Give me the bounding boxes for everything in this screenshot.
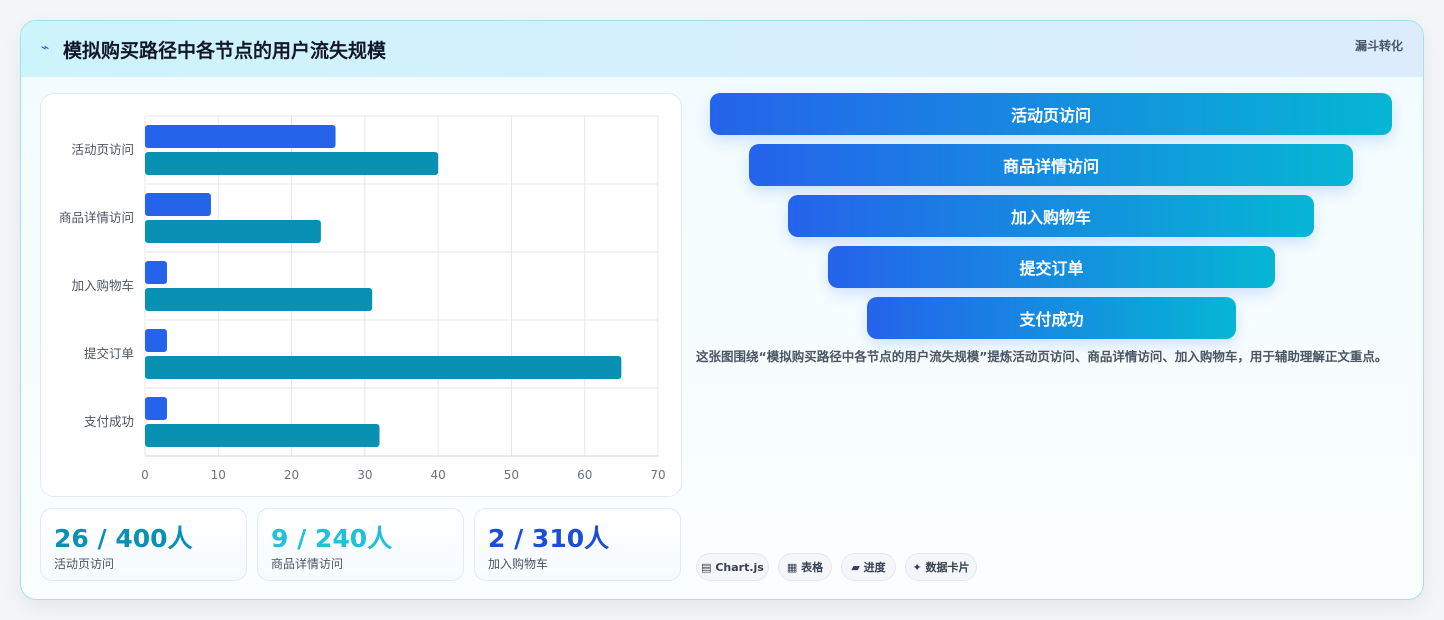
kpi-label: 加入购物车 bbox=[488, 557, 549, 571]
bar bbox=[145, 193, 211, 216]
chip-progress[interactable]: ▰ 进度 bbox=[841, 553, 896, 581]
kpi-value: 26 / 400人 bbox=[54, 524, 193, 553]
y-tick-label: 活动页访问 bbox=[71, 142, 134, 157]
funnel-stage: 提交订单 bbox=[828, 246, 1275, 288]
x-tick-label: 50 bbox=[504, 468, 519, 482]
y-tick-label: 提交订单 bbox=[84, 346, 134, 361]
bar bbox=[145, 424, 380, 447]
kpi-value: 9 / 240人 bbox=[271, 524, 393, 553]
bar bbox=[145, 288, 373, 311]
funnel-stage: 加入购物车 bbox=[788, 195, 1314, 237]
chip-data-card[interactable]: ✦ 数据卡片 bbox=[905, 553, 977, 581]
x-tick-label: 10 bbox=[211, 468, 226, 482]
x-tick-label: 40 bbox=[431, 468, 446, 482]
y-tick-label: 商品详情访问 bbox=[59, 210, 134, 225]
funnel-stage: 商品详情访问 bbox=[749, 144, 1353, 186]
funnel-stage: 活动页访问 bbox=[710, 93, 1392, 135]
funnel-stage: 支付成功 bbox=[867, 297, 1236, 339]
page-title: 模拟购买路径中各节点的用户流失规模 bbox=[63, 40, 387, 62]
x-tick-label: 30 bbox=[357, 468, 372, 482]
kpi-label: 活动页访问 bbox=[54, 557, 115, 571]
bar bbox=[145, 397, 167, 420]
bar-chart: 0 10 20 30 40 50 60 70 活动页访问商品详情访问加入购物车提交订单支付成功 bbox=[40, 93, 682, 497]
bar bbox=[145, 329, 167, 352]
kpi-value: 2 / 310人 bbox=[488, 524, 610, 553]
y-tick-label: 加入购物车 bbox=[71, 278, 134, 293]
kpi-card: 9 / 240人 商品详情访问 bbox=[257, 508, 464, 581]
spark-icon: ⌁ bbox=[41, 40, 50, 56]
x-tick-label: 70 bbox=[650, 468, 665, 482]
chip-chartjs[interactable]: ▤ Chart.js bbox=[696, 553, 769, 581]
y-tick-label: 支付成功 bbox=[84, 414, 134, 429]
x-tick-label: 0 bbox=[141, 468, 149, 482]
bar bbox=[145, 220, 321, 243]
bar bbox=[145, 261, 167, 284]
kpi-card: 26 / 400人 活动页访问 bbox=[40, 508, 247, 581]
chart-card: ⌁ 模拟购买路径中各节点的用户流失规模 漏斗转化 0 10 20 30 40 50 60 70… bbox=[20, 20, 1424, 600]
x-tick-label: 60 bbox=[577, 468, 592, 482]
kpi-card: 2 / 310人 加入购物车 bbox=[474, 508, 681, 581]
chip-table[interactable]: ▦ 表格 bbox=[778, 553, 832, 581]
bar bbox=[145, 356, 622, 379]
x-tick-label: 20 bbox=[284, 468, 299, 482]
chart-description: 这张图围绕“模拟购买路径中各节点的用户流失规模”提炼活动页访问、商品详情访问、加… bbox=[696, 349, 1388, 364]
kpi-label: 商品详情访问 bbox=[271, 557, 344, 571]
bar bbox=[145, 152, 439, 175]
bar bbox=[145, 125, 336, 148]
card-header: ⌁ 模拟购买路径中各节点的用户流失规模 漏斗转化 bbox=[21, 21, 1423, 77]
funnel-badge: 漏斗转化 bbox=[1354, 39, 1403, 53]
